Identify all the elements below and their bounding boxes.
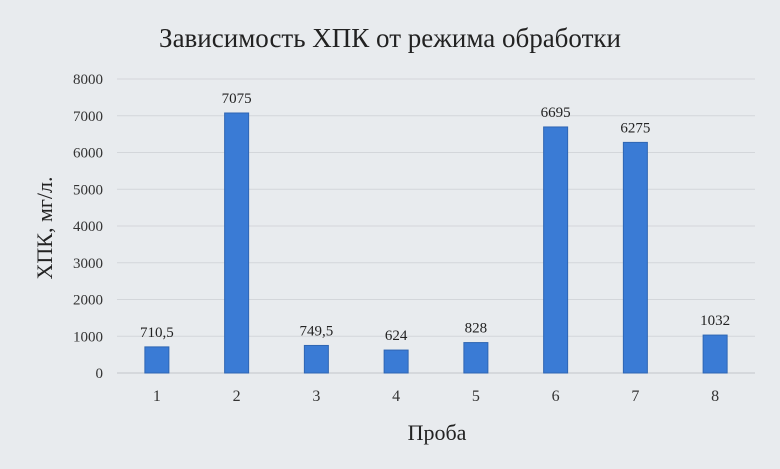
chart-title: Зависимость ХПК от режима обработки	[159, 23, 621, 53]
data-label: 624	[385, 328, 408, 344]
data-label: 7075	[222, 91, 252, 107]
data-label: 6275	[620, 120, 650, 136]
x-tick-label: 1	[153, 388, 161, 405]
data-labels: 710,5 7075 749,5 624 828 6695 6275 1032	[140, 91, 730, 344]
bars	[144, 112, 728, 374]
y-tick-label: 3000	[73, 256, 103, 272]
data-label: 6695	[541, 105, 571, 121]
y-tick-label: 0	[96, 366, 104, 382]
y-tick-label: 8000	[73, 72, 103, 88]
data-label: 749,5	[300, 323, 334, 339]
x-tick-label: 6	[552, 388, 560, 405]
x-tick-label: 7	[631, 388, 639, 405]
x-axis-title: Проба	[408, 420, 467, 445]
y-tick-label: 4000	[73, 219, 103, 235]
x-tick-label: 2	[233, 388, 241, 405]
bar	[543, 126, 569, 374]
x-tick-label: 5	[472, 388, 480, 405]
bar	[144, 346, 170, 374]
y-tick-label: 2000	[73, 293, 103, 309]
data-label: 1032	[700, 313, 730, 329]
y-tick-label: 1000	[73, 329, 103, 345]
bar	[224, 112, 250, 374]
y-tick-label: 7000	[73, 109, 103, 125]
x-tick-label: 3	[312, 388, 320, 405]
y-tick-label: 6000	[73, 146, 103, 162]
bar	[463, 342, 489, 374]
bar	[702, 334, 728, 374]
x-tick-label: 4	[392, 388, 400, 405]
y-tick-label: 5000	[73, 182, 103, 198]
data-label: 710,5	[140, 325, 174, 341]
x-tick-label: 8	[711, 388, 719, 405]
bar	[383, 349, 409, 374]
bar	[622, 141, 648, 374]
x-axis-ticks: 1 2 3 4 5 6 7 8	[153, 388, 719, 405]
gridlines	[117, 78, 755, 374]
y-axis-title: ХПК, мг/л.	[32, 177, 57, 280]
y-axis-ticks: 0 1000 2000 3000 4000 5000 6000 7000 8000	[73, 72, 103, 382]
data-label: 828	[465, 321, 488, 337]
bar	[303, 344, 329, 374]
